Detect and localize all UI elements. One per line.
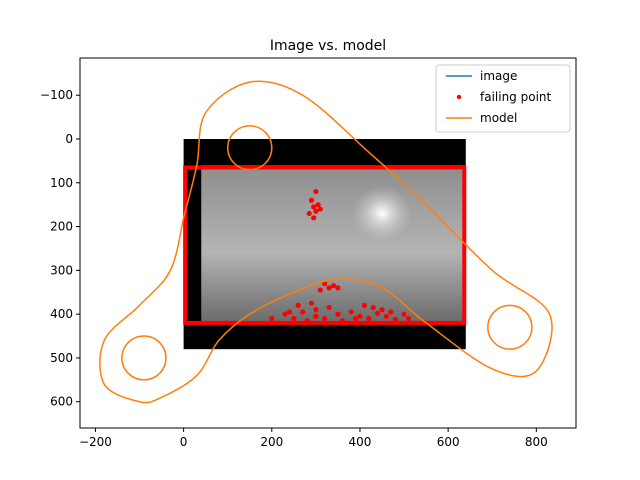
y-tick-label: 200 [50, 220, 73, 234]
failing-point [313, 208, 319, 214]
failing-point [366, 315, 372, 322]
failing-point [357, 313, 363, 319]
legend-failing-swatch [456, 94, 462, 100]
legend-model-label: model [480, 111, 517, 125]
axes-frame [79, 57, 577, 429]
x-tick-label: 800 [525, 435, 548, 449]
failing-point [322, 315, 328, 322]
chart-title: Image vs. model [270, 38, 386, 54]
model-curve [99, 80, 553, 404]
lamp-glow [352, 185, 413, 242]
model-outline [99, 80, 553, 404]
x-tick-label: 600 [437, 435, 460, 449]
failing-point [313, 188, 319, 195]
x-axis: −200 0 200 400 600 800 [79, 428, 548, 449]
failing-point [335, 285, 341, 291]
plot-area [99, 80, 553, 404]
failing-point [313, 307, 319, 313]
failing-point [269, 315, 275, 322]
model-circle [226, 125, 273, 171]
failing-point [326, 304, 332, 311]
failing-point [392, 316, 398, 323]
failing-point [361, 302, 367, 308]
failing-point [388, 309, 394, 315]
failing-point [326, 285, 332, 291]
failing-point [306, 210, 312, 217]
failing-point [379, 307, 385, 313]
failing-point [375, 310, 381, 316]
failing-frame [183, 165, 467, 325]
failing-point [300, 309, 306, 315]
y-tick-label: 100 [50, 176, 73, 190]
failing-point [313, 313, 319, 319]
failing-point [339, 318, 345, 324]
y-tick-label: 400 [50, 307, 73, 321]
legend-box [435, 64, 571, 133]
failing-point [370, 304, 376, 311]
failing-point [330, 283, 337, 289]
failing-point [383, 313, 390, 319]
x-tick-label: 400 [349, 435, 372, 449]
y-axis: −100 0 100 200 300 400 500 600 [40, 88, 80, 409]
failing-point [304, 318, 310, 324]
failing-point [317, 287, 323, 293]
failing-point [401, 311, 407, 317]
failing-point [308, 197, 315, 203]
failing-point [295, 302, 301, 308]
failing-point [291, 315, 297, 322]
y-tick-label: 600 [50, 395, 73, 409]
y-tick-label: 300 [50, 263, 73, 277]
failing-point [405, 315, 412, 322]
legend-image-label: image [480, 69, 517, 83]
failing-point [311, 215, 317, 221]
model-circle [121, 335, 167, 381]
legend: image failing point model [435, 64, 571, 133]
failing-point [315, 202, 321, 208]
legend-failing-label: failing point [480, 90, 552, 104]
y-tick-label: 0 [65, 132, 73, 146]
failing-point [308, 300, 315, 306]
x-tick-label: 200 [260, 435, 283, 449]
failing-point [317, 206, 323, 212]
y-tick-label: −100 [40, 88, 73, 102]
failing-point [282, 311, 288, 317]
failing-point [335, 311, 341, 317]
failing-point [311, 204, 317, 210]
failing-point [348, 309, 354, 315]
failing-point [286, 309, 293, 315]
model-circle [487, 304, 533, 350]
failing-point [352, 315, 359, 322]
x-tick-label: −200 [79, 435, 112, 449]
image-photo [201, 165, 466, 323]
y-tick-label: 500 [50, 351, 73, 365]
x-tick-label: 0 [180, 435, 188, 449]
